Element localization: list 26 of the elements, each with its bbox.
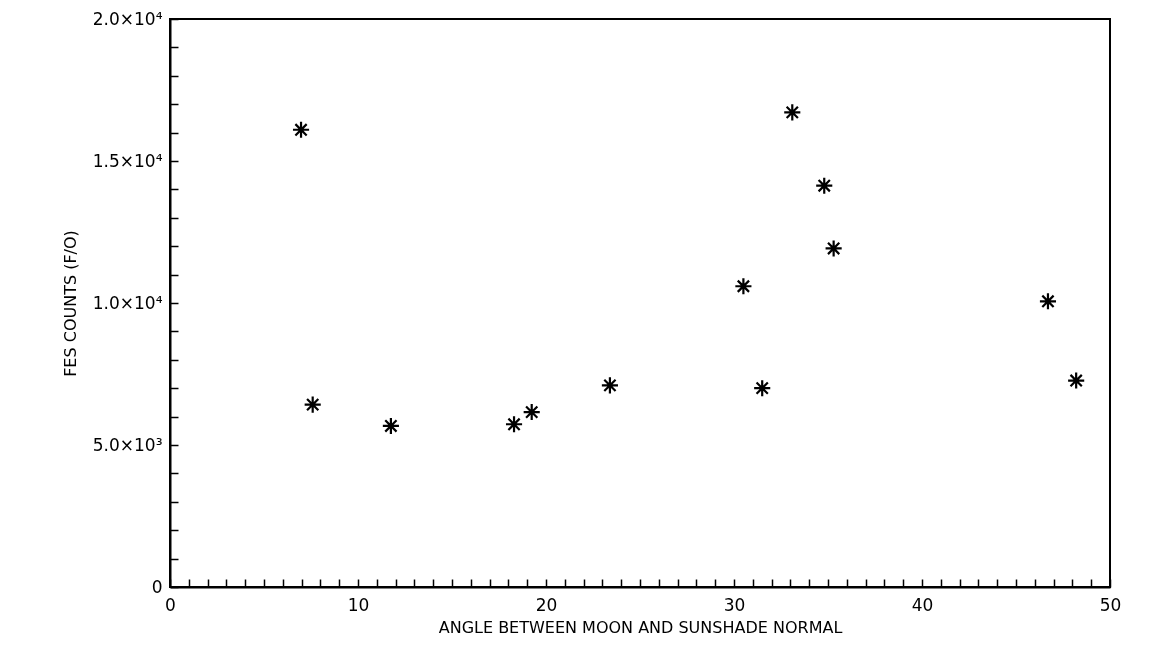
- x-tick-label: 0: [165, 594, 176, 615]
- point: [815, 176, 834, 195]
- point: [600, 376, 620, 395]
- point: [303, 395, 322, 414]
- point: [783, 103, 802, 122]
- point: [1067, 371, 1086, 390]
- x-tick-label: 50: [1099, 594, 1122, 615]
- y-tick-label: 1.5×10⁴: [92, 150, 163, 171]
- point: [1038, 292, 1058, 311]
- point: [291, 120, 311, 139]
- point: [522, 402, 541, 422]
- y-tick-label: 1.0×10⁴: [92, 292, 163, 313]
- y-tick-label: 2.0×10⁴: [92, 8, 163, 29]
- point: [504, 415, 524, 434]
- point: [753, 379, 772, 398]
- x-tick-label: 40: [911, 594, 934, 615]
- point: [381, 416, 401, 436]
- y-axis-title: FES COUNTS (F/O): [60, 230, 80, 377]
- y-tick-label: 5.0×10³: [92, 434, 163, 455]
- x-tick-label: 30: [723, 594, 746, 615]
- y-tick-label: 0: [151, 576, 163, 597]
- x-axis-title: ANGLE BETWEEN MOON AND SUNSHADE NORMAL: [438, 617, 843, 637]
- point: [824, 239, 843, 258]
- x-tick-label: 20: [535, 594, 558, 615]
- point: [734, 277, 753, 296]
- x-tick-label: 10: [347, 594, 370, 615]
